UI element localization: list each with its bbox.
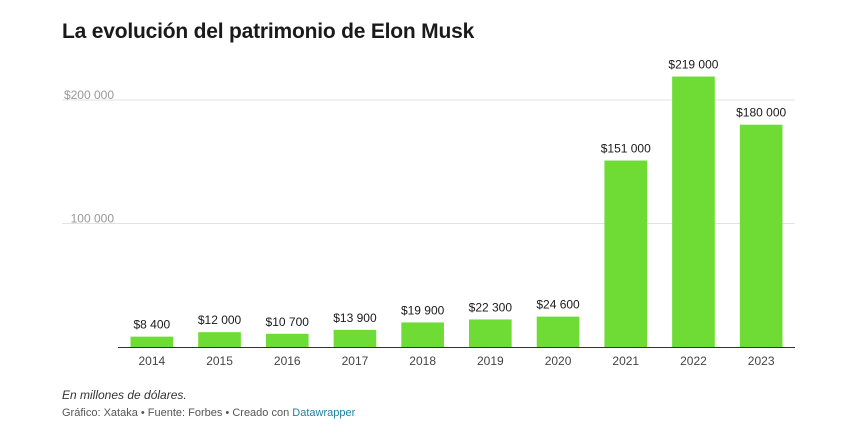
data-label: $10 700 [266, 315, 310, 329]
data-label: $22 300 [469, 300, 513, 314]
bar [536, 316, 580, 347]
chart-footer: Gráfico: Xataka • Fuente: Forbes • Cread… [62, 407, 355, 419]
bar [469, 319, 512, 347]
chart-title: La evolución del patrimonio de Elon Musk [62, 20, 475, 43]
footer-text: Gráfico: Xataka • Fuente: Forbes • Cread… [62, 407, 293, 419]
data-label: $19 900 [401, 303, 445, 317]
x-tick-label: 2015 [206, 354, 233, 368]
bar [265, 333, 309, 347]
data-label: $219 000 [668, 58, 718, 72]
y-tick-label: 100 000 [71, 212, 115, 226]
x-tick-label: 2021 [612, 354, 639, 368]
x-tick-label: 2018 [409, 354, 436, 368]
bar [672, 76, 715, 347]
bar [739, 124, 783, 347]
data-label: $13 900 [333, 311, 377, 325]
y-tick-label: $200 000 [64, 88, 114, 102]
bar [401, 322, 444, 347]
bar [198, 332, 241, 347]
data-label: $12 000 [198, 313, 242, 327]
datawrapper-link[interactable]: Datawrapper [292, 407, 356, 419]
chart-notes: En millones de dólares. [62, 388, 187, 402]
data-label: $8 400 [133, 318, 170, 332]
bar [604, 160, 648, 347]
x-tick-label: 2017 [342, 354, 369, 368]
data-label: $24 600 [536, 298, 580, 312]
x-tick-label: 2022 [680, 354, 707, 368]
bar [130, 336, 174, 347]
data-label: $151 000 [601, 142, 651, 156]
x-tick-label: 2016 [274, 354, 301, 368]
x-tick-label: 2020 [545, 354, 572, 368]
bar [333, 329, 377, 347]
x-tick-label: 2023 [748, 354, 775, 368]
data-label: $180 000 [736, 106, 786, 120]
x-tick-label: 2014 [138, 354, 165, 368]
x-tick-label: 2019 [477, 354, 504, 368]
